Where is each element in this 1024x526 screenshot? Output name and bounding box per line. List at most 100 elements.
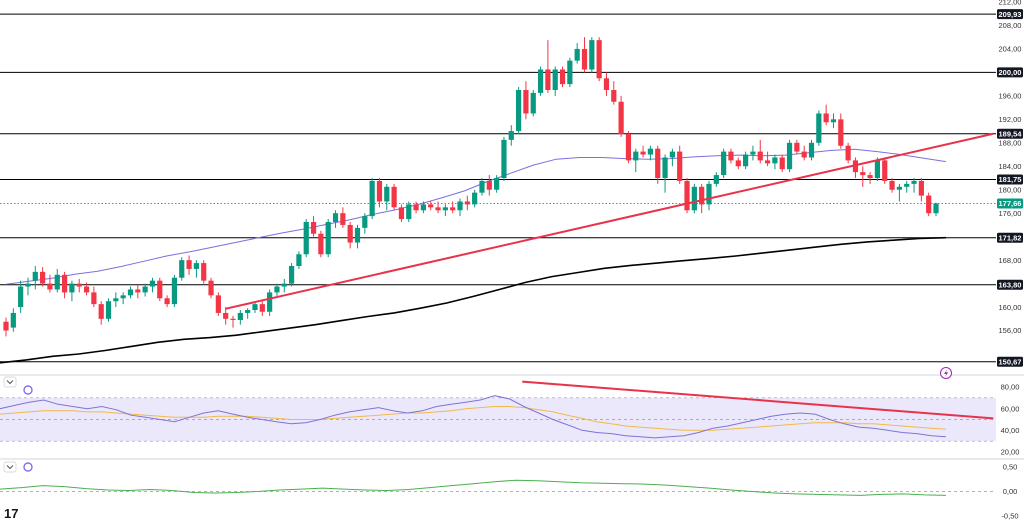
lightning-glyph: [944, 369, 949, 377]
chart-ui: 17: [3, 367, 952, 521]
candle-body: [296, 254, 302, 266]
candle-body: [252, 304, 258, 310]
candle-body: [149, 280, 156, 287]
price-tick-label: 204,00: [999, 45, 1022, 54]
collapse-button[interactable]: [3, 376, 17, 388]
candle-body: [420, 204, 427, 211]
candle-body: [852, 160, 859, 173]
candle-body: [215, 295, 221, 313]
candle-body: [625, 134, 632, 161]
level-badge: [997, 174, 1023, 185]
candle-body: [193, 263, 199, 269]
candle-body: [83, 286, 90, 293]
candle-body: [303, 222, 309, 255]
sma200-path: [0, 236, 947, 364]
price-tick-label: 160,00: [999, 303, 1022, 312]
candle-body: [281, 283, 287, 287]
candle-body: [362, 216, 368, 228]
price-tick-label: 208,00: [999, 21, 1022, 30]
candle-body: [669, 151, 675, 158]
trendline-line[interactable]: [225, 132, 994, 310]
chevron-down-icon[interactable]: [6, 380, 14, 385]
candle-body: [677, 151, 683, 181]
collapse-button[interactable]: [3, 461, 17, 473]
rsi-line: [0, 395, 947, 439]
candle-body: [310, 222, 317, 234]
current-price-label: 177,66: [999, 199, 1022, 208]
refresh-icon[interactable]: [23, 462, 33, 472]
candle-body: [713, 175, 719, 184]
rsi-trendline[interactable]: [522, 380, 994, 420]
candle-body: [889, 180, 895, 190]
level-label: 200,00: [999, 68, 1022, 77]
grid-lines: [0, 374, 1024, 460]
refresh-icon[interactable]: [23, 385, 33, 395]
momentum-tick-label: 0,50: [1003, 463, 1018, 472]
candle-body: [691, 186, 697, 211]
candle-body: [91, 292, 97, 305]
candle-body: [757, 151, 763, 161]
candle-body: [772, 157, 778, 164]
horizontal-levels: 209,93 200,00 189,54 181,75 171,82 163,80 150,…: [0, 9, 1023, 367]
level-badge: [997, 232, 1023, 243]
candle-body: [581, 48, 588, 70]
candle-body: [845, 145, 851, 161]
candle-body: [457, 201, 463, 211]
candle-body: [171, 277, 178, 305]
candle-body: [706, 183, 712, 205]
candle-body: [179, 260, 185, 278]
price-trendline[interactable]: [225, 132, 994, 310]
level-badge: [997, 9, 1023, 20]
price-tick-label: 184,00: [999, 162, 1022, 171]
candle-body: [589, 40, 595, 70]
candle-body: [230, 318, 236, 320]
price-tick-label: 188,00: [999, 139, 1022, 148]
candle-body: [435, 207, 441, 211]
candle-body: [603, 78, 610, 90]
candle-body: [157, 280, 163, 299]
candle-body: [69, 283, 75, 293]
level-label: 171,82: [999, 233, 1022, 242]
candle-body: [743, 154, 749, 167]
candle-body: [552, 69, 558, 90]
candles: [3, 37, 939, 337]
candle-body: [47, 283, 53, 290]
candle-body: [728, 151, 734, 161]
candle-body: [750, 151, 756, 155]
candle-body: [860, 172, 866, 176]
candle-body: [523, 90, 529, 114]
candle-body: [288, 266, 295, 284]
candle-body: [391, 186, 397, 208]
chevron-down-icon[interactable]: [6, 465, 14, 470]
candle-body: [369, 180, 375, 217]
candle-body: [801, 151, 807, 158]
candle-body: [823, 113, 829, 123]
rsi-tick-label: 60,00: [1001, 404, 1020, 413]
candle-body: [186, 260, 192, 269]
candle-body: [223, 312, 229, 319]
rsi-tick-label: 40,00: [1001, 426, 1020, 435]
candle-body: [904, 183, 910, 187]
candle-body: [874, 160, 881, 178]
level-label: 189,54: [999, 129, 1023, 138]
candle-body: [105, 301, 112, 319]
candle-body: [32, 271, 38, 281]
candle-body: [208, 280, 214, 296]
current-price-badge: [997, 198, 1023, 209]
candle-body: [3, 321, 9, 331]
candle-body: [120, 295, 126, 299]
level-badge: [997, 128, 1023, 139]
candle-body: [515, 90, 522, 132]
candle-body: [508, 131, 514, 140]
candle-body: [699, 186, 705, 205]
candle-body: [926, 195, 932, 214]
candle-body: [486, 180, 492, 190]
candle-body: [618, 101, 624, 134]
price-tick-label: 192,00: [999, 115, 1022, 124]
candle-body: [237, 312, 243, 320]
candle-body: [384, 186, 390, 202]
momentum-pane: [0, 479, 996, 496]
rsi-tick-label: 20,00: [1001, 448, 1020, 457]
